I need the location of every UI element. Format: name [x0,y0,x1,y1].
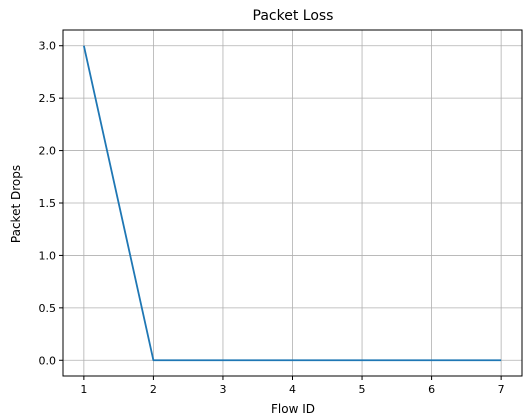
series-layer [82,45,502,362]
y-axis-label: Packet Drops [9,165,23,243]
x-tick-label: 1 [80,383,87,396]
x-tick-label: 2 [150,383,157,396]
x-axis-label: Flow ID [271,402,315,416]
x-axis-ticks: 1 2 3 4 5 6 7 [80,376,505,396]
x-tick-label: 7 [498,383,505,396]
grid-lines [63,30,522,376]
y-tick-label: 0.0 [39,354,57,367]
y-tick-label: 2.0 [39,145,57,158]
x-tick-label: 3 [219,383,226,396]
y-tick-label: 1.0 [39,249,57,262]
y-tick-label: 2.5 [39,92,57,105]
x-tick-label: 6 [428,383,435,396]
series-line [82,45,502,362]
y-tick-label: 1.5 [39,197,57,210]
y-tick-label: 3.0 [39,40,57,53]
x-tick-label: 5 [359,383,366,396]
y-axis-ticks: 0.0 0.5 1.0 1.5 2.0 2.5 3.0 [39,40,63,367]
chart-title: Packet Loss [253,8,334,24]
y-tick-label: 0.5 [39,302,57,315]
x-tick-label: 4 [289,383,296,396]
